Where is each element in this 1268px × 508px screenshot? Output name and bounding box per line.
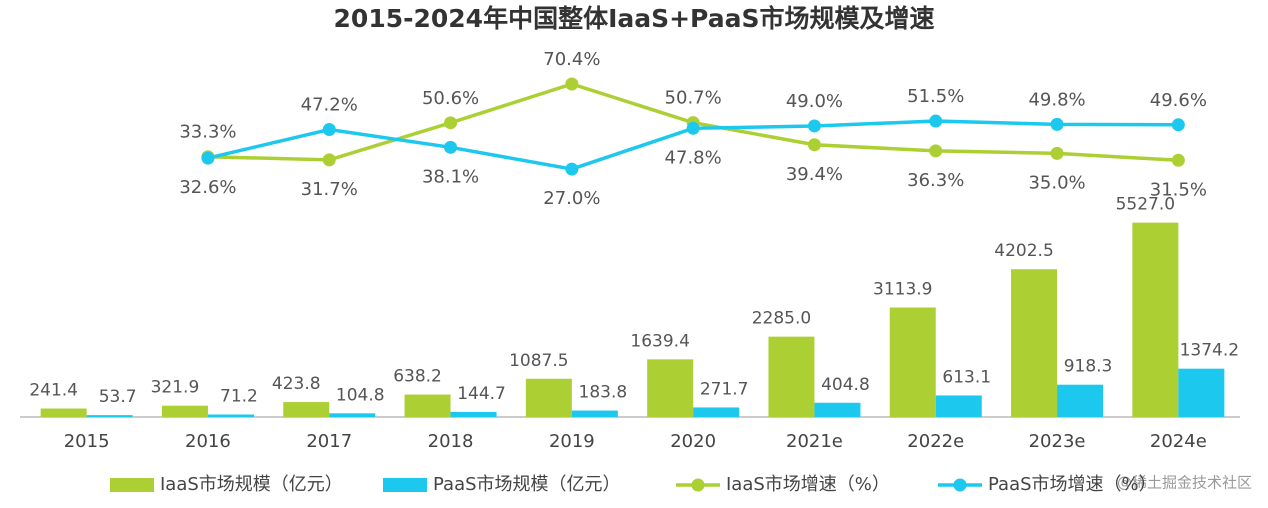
data-label: 31.7%	[301, 179, 358, 200]
bar	[768, 336, 815, 417]
data-label: 53.7	[99, 387, 137, 407]
chart-title: 2015-2024年中国整体IaaS+PaaS市场规模及增速	[334, 4, 935, 33]
bar	[693, 407, 740, 417]
line-point	[565, 77, 579, 91]
data-label: 27.0%	[543, 188, 600, 209]
data-label: 31.5%	[1150, 179, 1207, 200]
data-label: 35.0%	[1028, 172, 1085, 193]
line-point	[322, 122, 336, 136]
data-label: 5527.0	[1116, 195, 1175, 215]
bar	[571, 410, 618, 417]
line-point	[565, 162, 579, 176]
x-tick-label: 2024e	[1150, 431, 1207, 452]
line-point	[1050, 146, 1064, 160]
line-point	[929, 114, 943, 128]
data-label: 2285.0	[752, 309, 811, 329]
line-point	[1171, 118, 1185, 132]
data-label: 144.7	[457, 384, 506, 404]
data-label: 613.1	[942, 367, 991, 387]
legend-label: PaaS市场规模（亿元）	[433, 474, 621, 495]
line-point	[1171, 153, 1185, 167]
data-label: 183.8	[579, 383, 628, 403]
line-point	[201, 151, 215, 165]
line-point	[444, 116, 458, 130]
data-label: 638.2	[393, 367, 442, 387]
data-label: 241.4	[29, 381, 78, 401]
line-point	[686, 121, 700, 135]
x-tick-label: 2018	[428, 431, 474, 452]
legend-label: PaaS市场增速（%）	[988, 474, 1157, 495]
line-point	[444, 140, 458, 154]
legend-marker	[691, 478, 705, 492]
line-point	[807, 119, 821, 133]
data-label: 50.7%	[665, 88, 722, 109]
data-label: 47.2%	[301, 94, 358, 115]
bar	[525, 378, 572, 417]
data-label: 1087.5	[509, 351, 568, 371]
data-label: 1374.2	[1180, 341, 1239, 361]
bar	[283, 402, 330, 417]
bar	[86, 415, 133, 417]
bar	[647, 359, 694, 417]
bar	[404, 394, 451, 417]
data-label: 70.4%	[543, 49, 600, 70]
line-point	[807, 138, 821, 152]
bar	[889, 307, 936, 417]
x-tick-label: 2020	[670, 431, 716, 452]
data-label: 104.8	[336, 385, 385, 405]
x-tick-label: 2022e	[907, 431, 964, 452]
legend-label: IaaS市场规模（亿元）	[160, 474, 343, 495]
bar	[450, 411, 497, 417]
data-label: 33.3%	[179, 122, 236, 143]
x-tick-label: 2016	[185, 431, 231, 452]
x-tick-label: 2021e	[786, 431, 843, 452]
data-label: 423.8	[272, 374, 321, 394]
bar	[1057, 384, 1104, 417]
data-label: 918.3	[1064, 357, 1113, 377]
data-label: 271.7	[700, 379, 749, 399]
line-point	[929, 144, 943, 158]
legend-marker	[953, 478, 967, 492]
data-label: 404.8	[821, 375, 870, 395]
x-tick-label: 2023e	[1029, 431, 1086, 452]
data-label: 4202.5	[994, 241, 1053, 261]
data-label: 49.8%	[1028, 89, 1085, 110]
data-label: 3113.9	[873, 279, 932, 299]
data-label: 49.6%	[1150, 90, 1207, 111]
x-tick-label: 2015	[64, 431, 110, 452]
data-label: 49.0%	[786, 91, 843, 112]
data-label: 39.4%	[786, 164, 843, 185]
x-tick-label: 2019	[549, 431, 595, 452]
bar	[207, 414, 254, 417]
bar	[1011, 269, 1058, 417]
line-point	[322, 153, 336, 167]
x-tick-label: 2017	[306, 431, 352, 452]
data-label: 50.6%	[422, 88, 479, 109]
bar	[1178, 368, 1225, 417]
data-label: 47.8%	[665, 147, 722, 168]
data-label: 321.9	[151, 378, 200, 398]
data-label: 1639.4	[630, 331, 689, 351]
data-label: 71.2	[220, 386, 258, 406]
bar	[161, 405, 208, 417]
bar	[329, 413, 376, 417]
bar	[1132, 222, 1179, 417]
data-label: 32.6%	[179, 177, 236, 198]
data-label: 36.3%	[907, 170, 964, 191]
watermark: @稀土掘金技术社区	[1117, 474, 1252, 492]
bar	[935, 395, 982, 417]
legend-swatch	[110, 478, 154, 492]
bar	[40, 408, 87, 417]
bar	[814, 402, 861, 417]
legend-label: IaaS市场增速（%）	[726, 474, 890, 495]
line-point	[1050, 117, 1064, 131]
legend-swatch	[383, 478, 427, 492]
data-label: 51.5%	[907, 86, 964, 107]
data-label: 38.1%	[422, 166, 479, 187]
